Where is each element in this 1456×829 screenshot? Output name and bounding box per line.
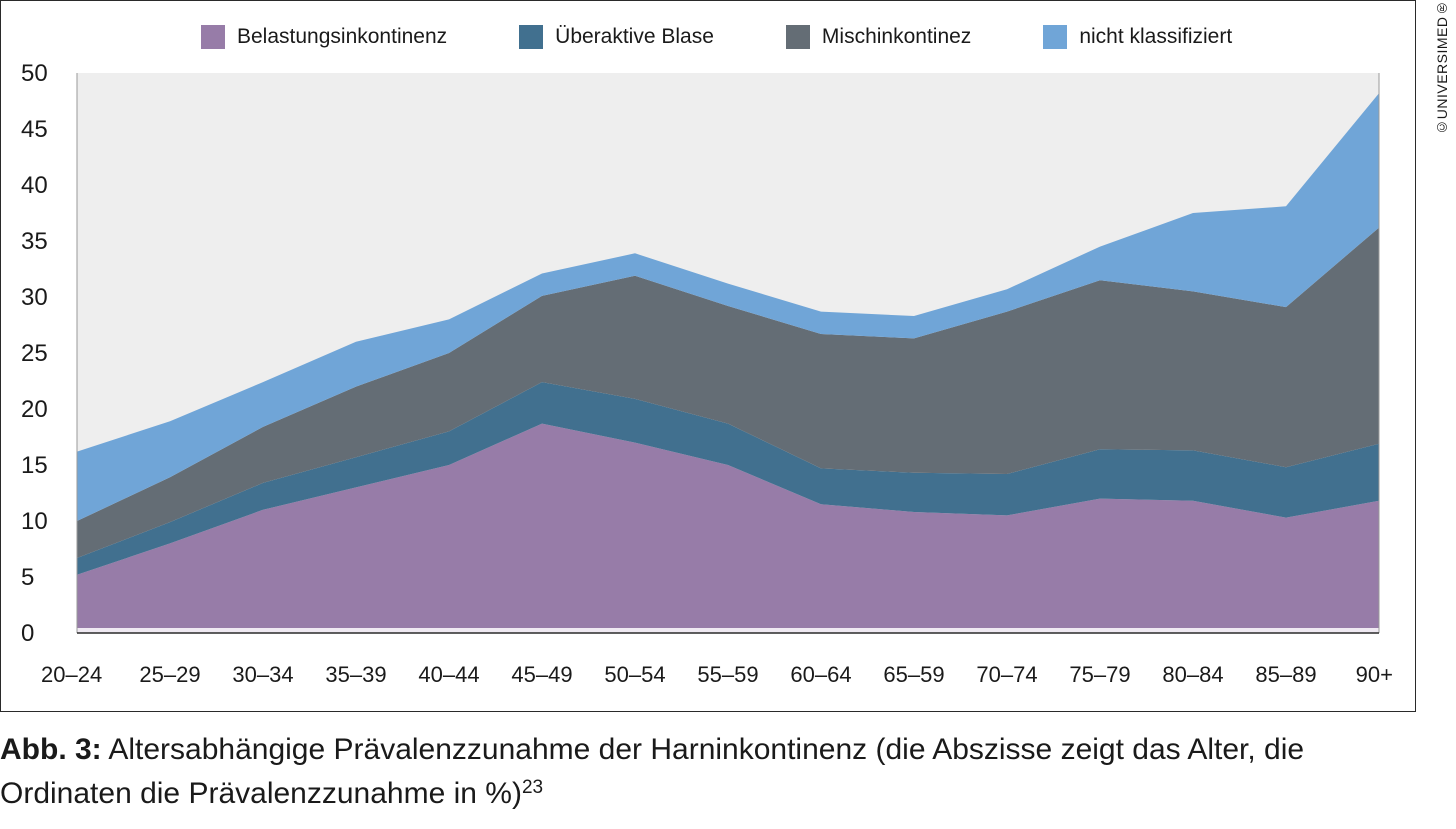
legend-item-0: Belastungsinkontinenz xyxy=(201,25,447,49)
figure-caption: Abb. 3: Altersabhängige Prävalenzzunahme… xyxy=(0,728,1430,816)
caption-text: Altersabhängige Prävalenzzunahme der Har… xyxy=(0,733,1305,810)
y-tick-label: 35 xyxy=(21,228,48,255)
y-tick-label: 20 xyxy=(21,396,48,423)
x-tick-label: 50–54 xyxy=(604,662,665,687)
y-tick-label: 15 xyxy=(21,452,48,479)
x-tick-label: 90+ xyxy=(1356,662,1393,687)
legend-item-2: Mischinkontinez xyxy=(785,25,972,49)
legend-label: nicht klassifiziert xyxy=(1079,25,1233,48)
y-tick-label: 10 xyxy=(21,508,48,535)
legend-label: Überaktive Blase xyxy=(555,25,714,48)
x-tick-label: 80–84 xyxy=(1162,662,1223,687)
y-tick-label: 30 xyxy=(21,284,48,311)
x-tick-label: 70–74 xyxy=(976,662,1037,687)
legend-swatch xyxy=(201,25,225,49)
area-series-0 xyxy=(77,423,1379,633)
legend-swatch xyxy=(519,25,544,49)
baseline-band xyxy=(77,628,1379,633)
x-tick-label: 30–34 xyxy=(232,662,293,687)
x-tick-label: 75–79 xyxy=(1069,662,1130,687)
legend-label: Mischinkontinez xyxy=(821,25,972,48)
x-tick-label: 65–59 xyxy=(883,662,944,687)
y-tick-label: 40 xyxy=(21,172,48,199)
chart-frame: 0 5 10 15 20 25 30 35 40 45 50 20–24 25–29 30–34 35–39… xyxy=(0,0,1416,712)
x-tick-label: 85–89 xyxy=(1255,662,1316,687)
x-tick-label: 45–49 xyxy=(511,662,572,687)
legend-swatch xyxy=(785,25,810,49)
legend-label: Belastungsinkontinenz xyxy=(237,25,448,48)
area-series-2 xyxy=(77,227,1379,558)
x-tick-label: 20–24 xyxy=(41,662,102,687)
stacked-area-chart: 0 5 10 15 20 25 30 35 40 45 50 20–24 25–29 30–34 35–39… xyxy=(21,60,1393,687)
chart-legend: Belastungsinkontinenz Überaktive Blase M… xyxy=(201,25,1232,49)
area-series-1 xyxy=(77,382,1379,575)
y-tick-label: 0 xyxy=(21,620,34,647)
x-tick-label: 55–59 xyxy=(697,662,758,687)
caption-label: Abb. 3: xyxy=(0,733,102,766)
copyright-notice: ©UNIVERSIMED® xyxy=(1428,0,1450,160)
legend-swatch xyxy=(1043,25,1068,49)
x-tick-label: 60–64 xyxy=(790,662,851,687)
x-tick-label: 35–39 xyxy=(325,662,386,687)
x-tick-label: 25–29 xyxy=(139,662,200,687)
y-tick-label: 25 xyxy=(21,340,48,367)
y-tick-label: 5 xyxy=(21,564,34,591)
x-tick-label: 40–44 xyxy=(418,662,479,687)
y-tick-label: 45 xyxy=(21,116,48,143)
y-tick-label: 50 xyxy=(21,60,48,87)
legend-item-3: nicht klassifiziert xyxy=(1043,25,1232,49)
caption-reference: 23 xyxy=(521,777,544,798)
legend-item-1: Überaktive Blase xyxy=(519,25,714,49)
copyright-text: ©UNIVERSIMED® xyxy=(1434,0,1450,136)
